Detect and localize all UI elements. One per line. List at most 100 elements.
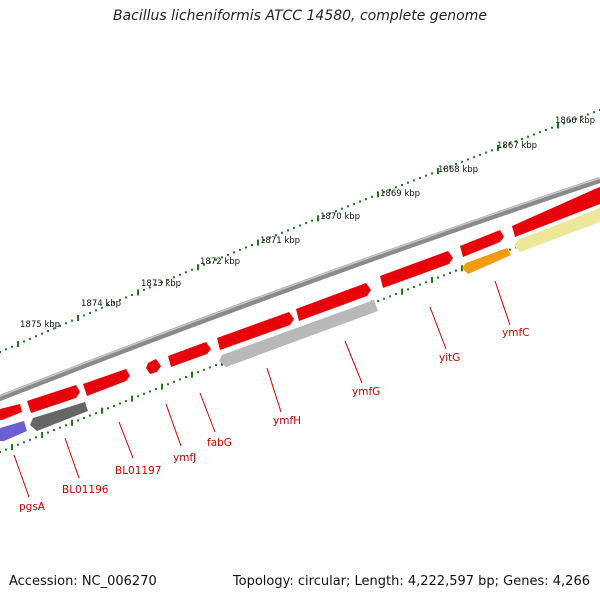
gene-leader-line	[13, 454, 30, 498]
minor-tick	[77, 419, 79, 422]
gene-label[interactable]: ymfC	[502, 327, 529, 339]
minor-tick	[419, 176, 421, 179]
major-tick	[131, 395, 133, 402]
minor-tick	[593, 111, 595, 114]
minor-tick	[383, 297, 385, 300]
map-title: Bacillus licheniformis ATCC 14580, compl…	[113, 8, 487, 24]
gene-leader-line	[165, 403, 182, 447]
major-tick	[557, 122, 559, 129]
gene-arrow[interactable]	[0, 404, 22, 420]
gene-label[interactable]: BL01197	[115, 465, 161, 477]
minor-tick	[395, 186, 397, 189]
gene-leader-line	[118, 421, 134, 459]
major-tick	[41, 431, 43, 438]
gene-label[interactable]: pgsA	[19, 501, 46, 513]
minor-tick	[113, 301, 115, 304]
minor-tick	[461, 160, 463, 163]
gene-label[interactable]: ymfH	[273, 415, 301, 427]
minor-tick	[377, 300, 379, 303]
major-tick	[77, 315, 79, 322]
backbone-highlight	[0, 177, 600, 397]
minor-tick	[101, 306, 103, 309]
minor-tick	[389, 295, 391, 298]
gene-arrow[interactable]	[460, 230, 504, 257]
major-tick	[377, 191, 379, 198]
gene-arrow[interactable]	[83, 369, 130, 396]
minor-tick	[203, 263, 205, 266]
minor-tick	[329, 212, 331, 215]
minor-tick	[131, 293, 133, 296]
minor-tick	[215, 258, 217, 261]
minor-tick	[143, 288, 145, 291]
minor-tick	[209, 261, 211, 264]
minor-tick	[149, 390, 151, 393]
minor-tick	[455, 163, 457, 166]
minor-tick	[347, 205, 349, 208]
gene-label[interactable]: fabG	[207, 437, 232, 449]
minor-tick	[197, 371, 199, 374]
minor-tick	[479, 153, 481, 156]
gene-label[interactable]: ymfJ	[173, 452, 196, 464]
minor-tick	[167, 383, 169, 386]
minor-tick	[5, 448, 7, 451]
gene-arrow[interactable]	[27, 385, 80, 413]
minor-tick	[509, 142, 511, 145]
genome-backbone	[0, 177, 600, 402]
minor-tick	[353, 202, 355, 205]
gene-label[interactable]: yitG	[439, 352, 460, 364]
minor-tick	[371, 195, 373, 198]
minor-tick	[203, 368, 205, 371]
minor-tick	[485, 151, 487, 154]
gene-label[interactable]: BL01196	[62, 484, 109, 496]
major-tick	[401, 288, 403, 295]
minor-tick	[35, 436, 37, 439]
gene-arrow-darkgray[interactable]	[30, 402, 88, 431]
gene-arrow-purple[interactable]	[0, 421, 27, 441]
minor-tick	[119, 299, 121, 302]
reverse-genes	[0, 208, 600, 441]
minor-tick	[179, 378, 181, 381]
minor-tick	[395, 293, 397, 296]
gene-label[interactable]: ymfG	[352, 386, 380, 398]
minor-tick	[71, 319, 73, 322]
minor-tick	[35, 335, 37, 338]
minor-tick	[83, 416, 85, 419]
gene-arrow-gray[interactable]	[219, 300, 378, 367]
minor-tick	[389, 188, 391, 191]
gene-arrow[interactable]	[217, 312, 294, 350]
minor-tick	[215, 364, 217, 367]
kbp-label-group: 1866 kbp 1867 kbp 1868 kbp 1869 kbp 1870 kbp…	[20, 116, 595, 330]
minor-tick	[425, 281, 427, 284]
major-tick	[431, 276, 433, 283]
minor-tick	[563, 122, 565, 125]
gene-arrow[interactable]	[146, 359, 161, 374]
minor-tick	[233, 251, 235, 254]
gene-arrow[interactable]	[380, 251, 453, 288]
minor-tick	[533, 133, 535, 136]
minor-tick	[227, 253, 229, 256]
minor-tick	[0, 351, 1, 353]
minor-tick	[143, 392, 145, 395]
minor-tick	[413, 179, 415, 182]
minor-tick	[419, 283, 421, 286]
kbp-label: 1867 kbp	[497, 141, 537, 151]
gene-leader-line	[344, 340, 363, 384]
gene-arrow-yellow[interactable]	[514, 208, 600, 252]
minor-tick	[107, 407, 109, 410]
minor-tick	[53, 429, 55, 432]
minor-tick	[587, 113, 589, 116]
minor-tick	[173, 276, 175, 279]
kbp-label: 1873 kbp	[141, 279, 181, 289]
major-tick	[11, 444, 13, 451]
major-tick	[17, 341, 19, 348]
gene-arrow[interactable]	[512, 187, 600, 237]
gene-arrow[interactable]	[168, 342, 211, 367]
gene-arrow[interactable]	[296, 283, 371, 321]
gene-arrow-orange[interactable]	[462, 248, 511, 274]
minor-tick	[59, 324, 61, 327]
minor-tick	[401, 183, 403, 186]
minor-tick	[443, 274, 445, 277]
minor-tick	[41, 332, 43, 335]
minor-tick	[47, 330, 49, 333]
